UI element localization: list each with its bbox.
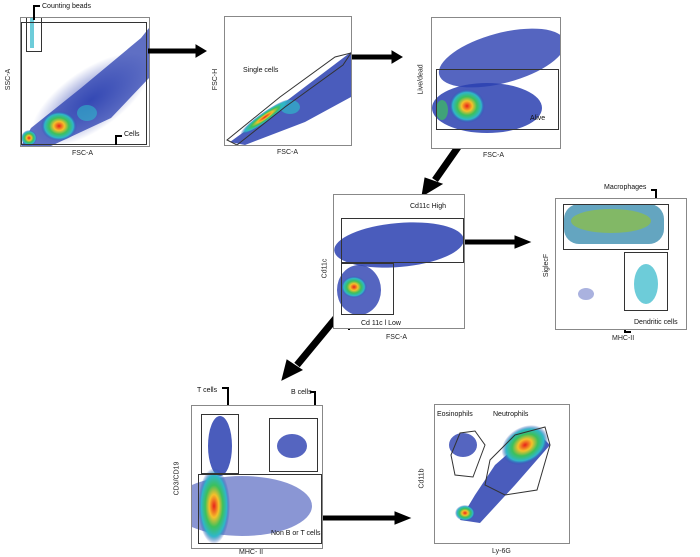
y-axis-label: FSC-H [212,68,220,91]
gate-alive [436,69,559,130]
x-axis-label: MHC-II [612,335,635,342]
plot-cd11c-fsca [333,194,465,329]
gate-b-cells [269,418,318,472]
gate-label: Macrophages [604,184,647,191]
plot-cd3cd19-mhcii [191,405,323,549]
gate-dendritic-cells [624,252,668,311]
density-scatter [226,52,351,145]
x-axis-label: MHC- II [239,549,264,556]
x-axis-label: FSC-A [277,149,298,156]
gate-label: B cells [291,389,312,396]
gate-label: Neutrophils [493,411,529,418]
plot-siglecf-mhcii [555,198,687,330]
plot-fsch-fsca [224,16,352,146]
y-axis-label: Cd11b [418,468,426,489]
gate-label: Eosinophils [437,411,473,418]
y-axis-label: SSC-A [5,68,13,91]
density-scatter [334,222,464,315]
x-axis-label: FSC-A [72,150,93,157]
density-scatter [192,416,312,544]
gate-label: Cd 11c l Low [361,320,401,327]
plot-livedead-fsca [431,17,561,149]
x-axis-label: Ly-6G [492,548,511,555]
gate-label: Dendritic cells [634,319,678,326]
y-axis-label: CD3/CD19 [173,461,181,496]
plot-ssc-fsc [20,17,150,147]
gate-macrophages [563,204,669,250]
gate-label: Cd11c High [410,203,447,210]
density-scatter [564,204,664,304]
density-scatter [432,28,560,133]
y-axis-label: SiglecF [543,253,551,278]
gate-label: Non B or T cells [271,530,321,537]
y-axis-label: Cd11c [321,258,329,279]
gate-label: Alive [530,115,546,122]
gate-label: Single cells [243,67,279,74]
gate-cd11c-low [341,263,394,315]
x-axis-label: FSC-A [386,334,407,341]
density-scatter [21,18,149,146]
gate-non-b-or-t [198,474,322,544]
gate-label: T cells [197,387,218,394]
gate-cells [21,22,147,145]
gate-cd11c-high [341,218,464,263]
y-axis-label: Live/dead [417,64,425,95]
gate-label: Counting beads [42,3,92,10]
gate-counting-beads [26,18,42,52]
plot-cd11b-ly6g [434,404,570,544]
gate-t-cells [201,414,239,474]
x-axis-label: FSC-A [483,152,504,159]
gate-label: Cells [124,131,140,138]
density-scatter [449,425,551,523]
